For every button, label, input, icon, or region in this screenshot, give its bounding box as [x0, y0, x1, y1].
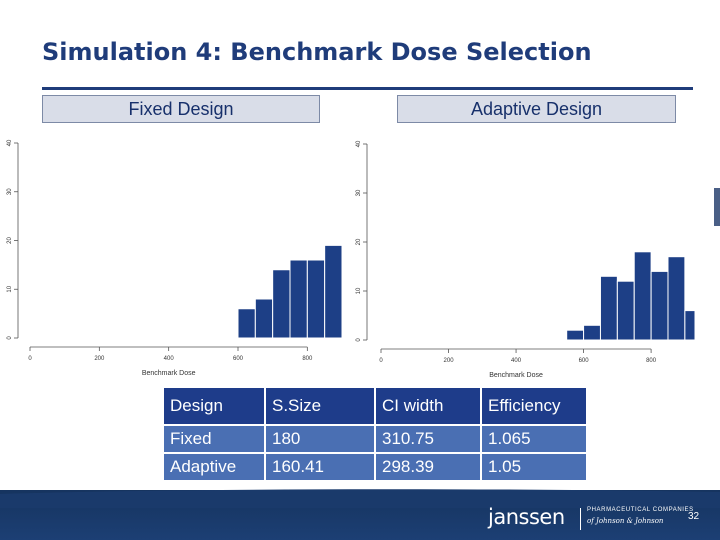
x-tick-label: 0 [28, 356, 32, 362]
histogram-bar [583, 324, 601, 341]
x-tick-label: 400 [511, 358, 522, 364]
header-design: Design [162, 386, 266, 426]
cell-efficiency: 1.065 [480, 424, 588, 454]
x-tick-label: 800 [302, 356, 313, 362]
x-tick-label: 200 [94, 356, 105, 362]
adaptive-design-label: Adaptive Design [397, 95, 676, 123]
histogram-bar [684, 310, 696, 341]
logo-subtitle: PHARMACEUTICAL COMPANIES [587, 507, 694, 513]
histogram-bar [289, 259, 308, 339]
cell-sample-size: 160.41 [264, 452, 376, 482]
table-row: Fixed 180 310.75 1.065 [162, 424, 588, 454]
cell-ci-width: 310.75 [374, 424, 482, 454]
cell-design: Fixed [162, 424, 266, 454]
logo-subtitle-2: of Johnson & Johnson [587, 517, 664, 525]
histogram-bar [633, 251, 652, 341]
y-tick-label: 30 [356, 189, 362, 196]
x-tick-label: 400 [164, 356, 175, 362]
fixed-design-label: Fixed Design [42, 95, 320, 123]
histogram-bar [616, 280, 635, 341]
histogram-bar [599, 275, 618, 341]
results-table: Design S.Size CI width Efficiency Fixed … [160, 384, 590, 484]
header-ci-width: CI width [374, 386, 482, 426]
page-number: 32 [688, 511, 700, 522]
y-tick-label: 30 [7, 188, 13, 195]
footer-wave [0, 489, 720, 508]
y-tick-label: 0 [356, 338, 362, 342]
title-underline [42, 87, 693, 90]
y-tick-label: 10 [356, 287, 362, 294]
x-axis-label: Benchmark Dose [142, 370, 196, 377]
x-tick-label: 200 [444, 358, 455, 364]
y-tick-label: 20 [356, 238, 362, 245]
histogram-bar [324, 244, 343, 339]
janssen-logo: janssen [488, 505, 565, 529]
table-row: Adaptive 160.41 298.39 1.05 [162, 452, 588, 482]
histogram-bar [667, 256, 686, 341]
side-marker [714, 188, 720, 226]
histogram-bar [237, 308, 256, 339]
cell-sample-size: 180 [264, 424, 376, 454]
x-tick-label: 600 [579, 358, 590, 364]
slide-title: Simulation 4: Benchmark Dose Selection [42, 38, 592, 66]
histogram-bar [306, 259, 326, 339]
logo-divider [580, 508, 581, 530]
histogram-bar [254, 298, 274, 339]
y-tick-label: 20 [7, 237, 13, 244]
y-tick-label: 40 [7, 139, 13, 146]
y-tick-label: 40 [356, 140, 362, 147]
histogram-bar [272, 269, 291, 339]
histogram-bar [650, 270, 669, 341]
histogram-bar [566, 329, 585, 341]
cell-design: Adaptive [162, 452, 266, 482]
cell-ci-width: 298.39 [374, 452, 482, 482]
cell-efficiency: 1.05 [480, 452, 588, 482]
header-efficiency: Efficiency [480, 386, 588, 426]
header-sample-size: S.Size [264, 386, 376, 426]
x-tick-label: 800 [646, 358, 657, 364]
x-axis-label: Benchmark Dose [489, 372, 543, 379]
x-tick-label: 600 [233, 356, 244, 362]
x-tick-label: 0 [379, 358, 383, 364]
y-tick-label: 10 [7, 285, 13, 292]
y-tick-label: 0 [7, 336, 13, 340]
table-header-row: Design S.Size CI width Efficiency [162, 386, 588, 426]
